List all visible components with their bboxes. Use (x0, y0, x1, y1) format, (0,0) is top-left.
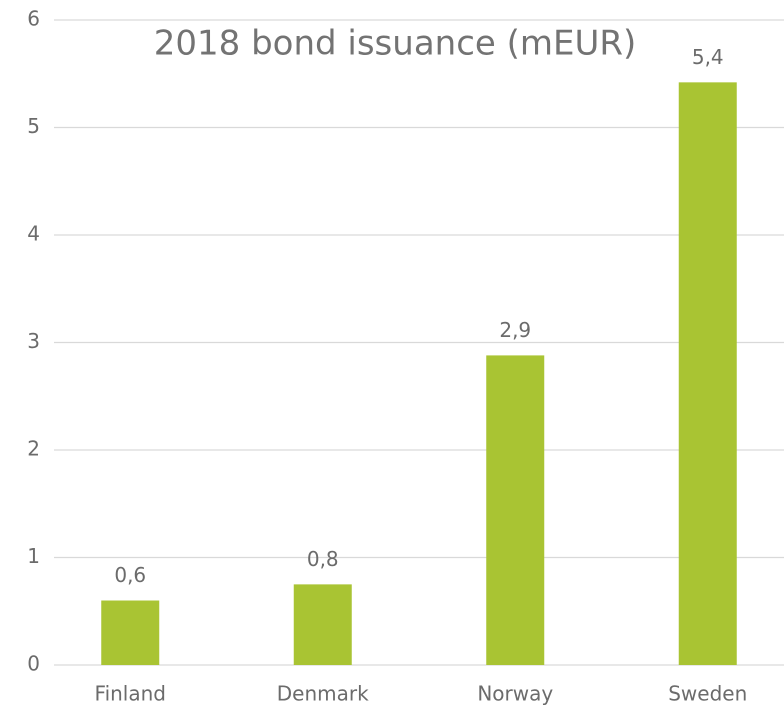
y-tick-label: 1 (27, 544, 40, 568)
bar (293, 584, 352, 665)
y-tick-label: 6 (27, 7, 40, 31)
bar (101, 600, 160, 665)
y-tick-label: 5 (27, 114, 40, 138)
x-tick-label: Finland (95, 682, 166, 706)
y-tick-label: 4 (27, 222, 40, 246)
x-tick-label: Sweden (668, 682, 747, 706)
y-tick-label: 2 (27, 437, 40, 461)
x-tick-label: Norway (477, 682, 553, 706)
chart-title: 2018 bond issuance (mEUR) (154, 24, 637, 64)
y-tick-label: 3 (27, 329, 40, 353)
value-label: 2,9 (499, 318, 531, 342)
bar (678, 82, 737, 666)
value-label: 5,4 (692, 45, 724, 69)
value-label: 0,8 (307, 547, 339, 571)
bar (486, 355, 545, 665)
y-tick-label: 0 (27, 652, 40, 676)
x-tick-label: Denmark (277, 682, 369, 706)
value-label: 0,6 (114, 563, 146, 587)
